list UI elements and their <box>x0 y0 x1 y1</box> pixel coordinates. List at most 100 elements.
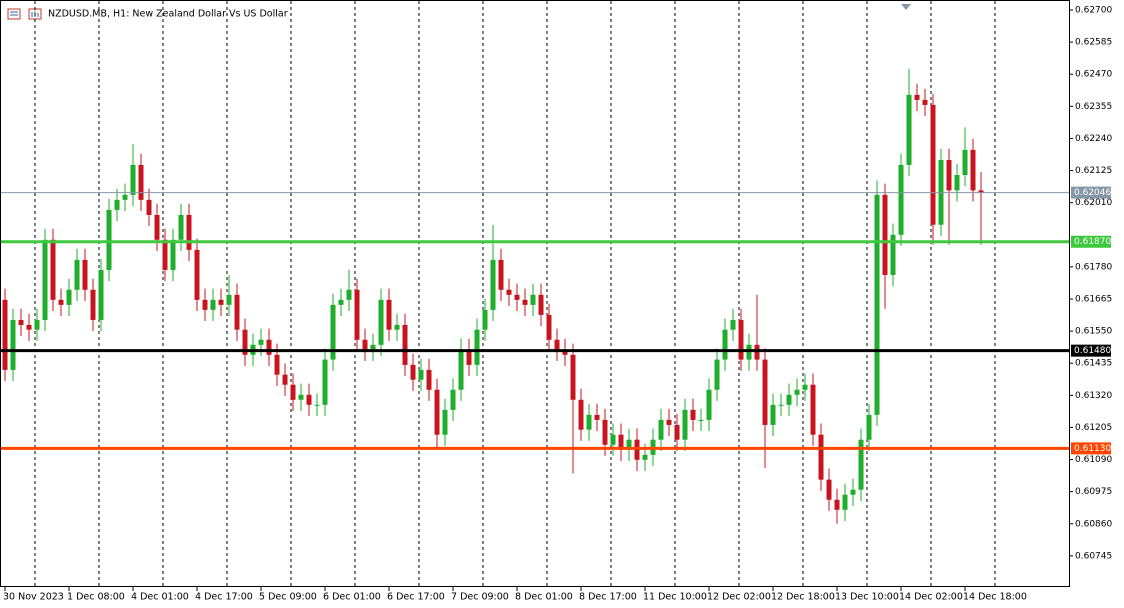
candle-body <box>58 299 64 305</box>
candle-body <box>482 309 488 330</box>
price-label: 0.61130 <box>1074 444 1111 454</box>
candle-body <box>842 494 848 510</box>
candle-body <box>826 479 832 500</box>
y-tick-label: 0.60745 <box>1075 551 1112 561</box>
candle-body <box>554 339 560 350</box>
candle-body <box>34 319 40 330</box>
candle-body <box>330 304 336 360</box>
shift-marker <box>901 4 911 10</box>
y-tick-label: 0.61320 <box>1075 391 1112 401</box>
y-tick-label: 0.62470 <box>1075 70 1112 80</box>
y-tick-label: 0.61435 <box>1075 359 1112 369</box>
candle-body <box>570 354 576 400</box>
candle-body <box>674 424 680 440</box>
x-tick-label: 5 Dec 09:00 <box>259 592 317 603</box>
candle-body <box>922 99 928 105</box>
candle-body <box>802 384 808 390</box>
candle-body <box>738 319 744 360</box>
candle-body <box>242 329 248 355</box>
candle-body <box>770 404 776 425</box>
candle-body <box>906 94 912 165</box>
candle-body <box>210 299 216 310</box>
candle-body <box>194 249 200 300</box>
candle-body <box>578 399 584 430</box>
chart-title: NZDUSD.MB, H1: New Zealand Dollar Vs US … <box>48 9 288 20</box>
candle-body <box>866 414 872 440</box>
candle-body <box>426 369 432 390</box>
candle-body <box>114 199 120 210</box>
candle-body <box>154 214 160 240</box>
y-tick-label: 0.61090 <box>1075 455 1112 465</box>
candle-body <box>66 289 72 305</box>
candle-body <box>146 199 152 215</box>
x-tick-label: 8 Dec 01:00 <box>515 592 573 603</box>
candle-body <box>338 299 344 305</box>
candle-body <box>90 289 96 320</box>
y-tick-label: 0.61665 <box>1075 294 1112 304</box>
candle-body <box>322 359 328 405</box>
x-tick-label: 14 Dec 18:00 <box>963 592 1027 603</box>
x-tick-label: 4 Dec 17:00 <box>195 592 253 603</box>
candle-body <box>626 439 632 450</box>
candle-body <box>138 164 144 200</box>
candle-body <box>562 349 568 355</box>
candle-body <box>690 409 696 420</box>
candle-body <box>434 389 440 435</box>
y-tick-label: 0.62355 <box>1075 102 1112 112</box>
candle-body <box>18 319 24 325</box>
candle-body <box>282 374 288 385</box>
candle-body <box>130 164 136 195</box>
candle-body <box>714 359 720 390</box>
candles <box>2 68 984 524</box>
candle-body <box>978 190 984 193</box>
candle-body <box>722 329 728 360</box>
candle-body <box>362 339 368 350</box>
candle-body <box>602 419 608 445</box>
x-tick-label: 12 Dec 02:00 <box>707 592 771 603</box>
candle-body <box>258 339 264 345</box>
y-tick-label: 0.61205 <box>1075 423 1112 433</box>
candle-body <box>730 319 736 330</box>
candle-body <box>418 369 424 380</box>
candle-body <box>74 259 80 290</box>
candle-body <box>10 319 16 370</box>
x-tick-label: 12 Dec 18:00 <box>771 592 835 603</box>
candle-body <box>226 294 232 305</box>
candle-body <box>50 239 56 300</box>
plot-frame <box>0 0 1070 587</box>
candle-body <box>530 294 536 305</box>
candle-body <box>666 419 672 425</box>
candle-body <box>490 259 496 310</box>
x-tick-label: 6 Dec 01:00 <box>323 592 381 603</box>
y-tick-label: 0.62700 <box>1075 5 1112 15</box>
candle-body <box>394 324 400 330</box>
y-tick-label: 0.61550 <box>1075 327 1112 337</box>
candle-body <box>890 234 896 275</box>
candle-body <box>498 259 504 290</box>
price-label: 0.61870 <box>1074 237 1111 247</box>
candle-body <box>26 324 32 330</box>
price-label-box <box>1071 235 1111 248</box>
x-tick-label: 13 Dec 10:00 <box>835 592 899 603</box>
candle-body <box>594 414 600 420</box>
candle-body <box>370 344 376 350</box>
candle-body <box>786 394 792 405</box>
y-tick-label: 0.60975 <box>1075 487 1112 497</box>
price-label: 0.61480 <box>1074 346 1111 356</box>
candle-body <box>290 384 296 400</box>
candle-body <box>610 434 616 445</box>
candle-body <box>378 299 384 345</box>
candle-body <box>346 289 352 300</box>
icon <box>7 8 21 20</box>
candle-body <box>954 175 960 191</box>
y-tick-label: 0.62240 <box>1075 134 1112 144</box>
candle-body <box>170 239 176 270</box>
candle-body <box>586 414 592 430</box>
candle-body <box>2 299 8 370</box>
candle-body <box>914 94 920 100</box>
price-label-box <box>1071 186 1111 199</box>
candle-body <box>514 294 520 300</box>
candle-body <box>314 404 320 406</box>
candle-body <box>122 194 128 200</box>
candle-body <box>202 299 208 310</box>
